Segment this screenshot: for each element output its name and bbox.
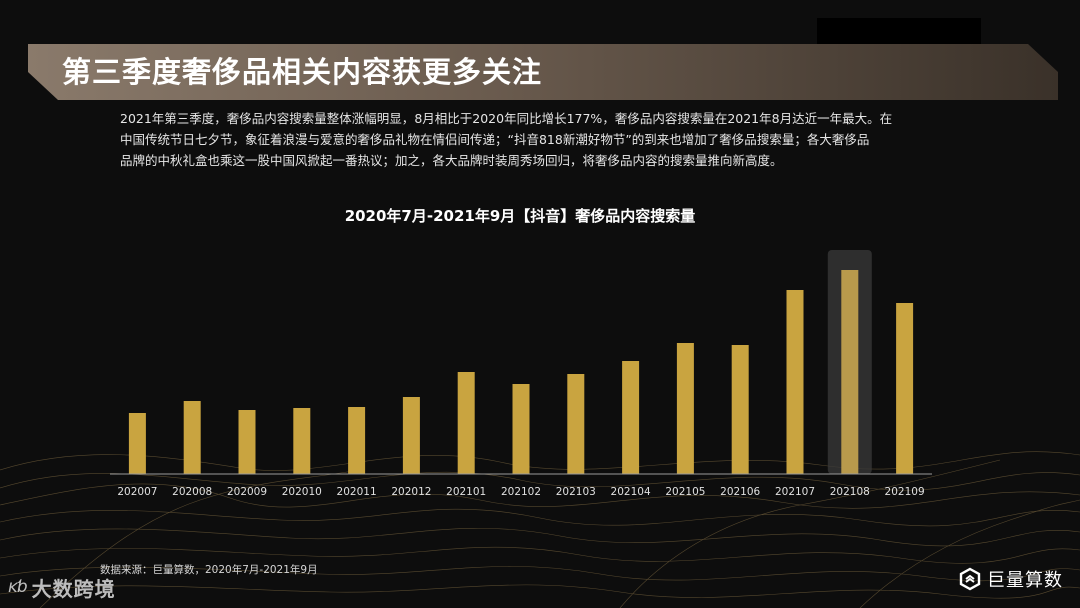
bar-202103 <box>567 374 585 474</box>
x-tick-label: 202008 <box>172 486 212 498</box>
description: 2021年第三季度，奢侈品内容搜索量整体涨幅明显，8月相比于2020年同比增长1… <box>120 108 950 171</box>
bar-202009 <box>238 410 256 474</box>
x-tick-label: 202106 <box>720 486 760 498</box>
logo-right-name: 巨量算数 <box>987 570 1063 591</box>
x-tick-label: 202010 <box>282 486 322 498</box>
x-tick-label: 202009 <box>227 486 267 498</box>
x-tick-label: 202108 <box>830 486 870 498</box>
bar-202104 <box>622 361 640 474</box>
bar-202106 <box>731 345 749 474</box>
x-tick-label: 202107 <box>775 486 815 498</box>
bar-202108 <box>841 270 859 474</box>
bar-202010 <box>293 408 311 474</box>
bar-202109 <box>896 303 914 474</box>
logo-mark-icon: ĸƅ <box>8 577 28 597</box>
x-tick-label: 202012 <box>391 486 431 498</box>
source-note: 数据来源：巨量算数，2020年7月-2021年9月 <box>100 564 318 576</box>
x-tick-label: 202105 <box>665 486 705 498</box>
bar-202011 <box>348 407 366 474</box>
hexagon-logo-icon <box>959 567 981 591</box>
x-tick-label: 202007 <box>117 486 157 498</box>
title-band <box>28 44 1058 100</box>
x-tick-label: 202101 <box>446 486 486 498</box>
x-tick-label: 202104 <box>611 486 651 498</box>
bar-202012 <box>402 397 420 474</box>
description-line: 中国传统节日七夕节，象征着浪漫与爱意的奢侈品礼物在情侣间传递；“抖音818新潮好… <box>120 132 870 147</box>
x-tick-label: 202103 <box>556 486 596 498</box>
description-line: 2021年第三季度，奢侈品内容搜索量整体涨幅明显，8月相比于2020年同比增长1… <box>120 111 893 126</box>
logo-right: 巨量算数 <box>958 565 1063 593</box>
corner-box <box>817 18 981 46</box>
bar-202105 <box>676 343 694 474</box>
bar-202008 <box>183 401 201 474</box>
bar-202101 <box>457 372 475 474</box>
bar-202102 <box>512 384 530 474</box>
logo-left-name: 大数跨境 <box>31 576 116 601</box>
chart-title: 2020年7月-2021年9月【抖音】奢侈品内容搜索量 <box>344 207 696 225</box>
bar-202007 <box>128 413 146 474</box>
page-title: 第三季度奢侈品相关内容获更多关注 <box>62 55 543 89</box>
x-tick-label: 202102 <box>501 486 541 498</box>
x-tick-label: 202011 <box>337 486 377 498</box>
x-tick-label: 202109 <box>885 486 925 498</box>
logo-left: ĸƅ 大数跨境 <box>8 572 116 602</box>
description-line: 品牌的中秋礼盒也乘这一股中国风掀起一番热议；加之，各大品牌时装周秀场回归，将奢侈… <box>120 153 783 168</box>
bar-202107 <box>786 290 804 474</box>
